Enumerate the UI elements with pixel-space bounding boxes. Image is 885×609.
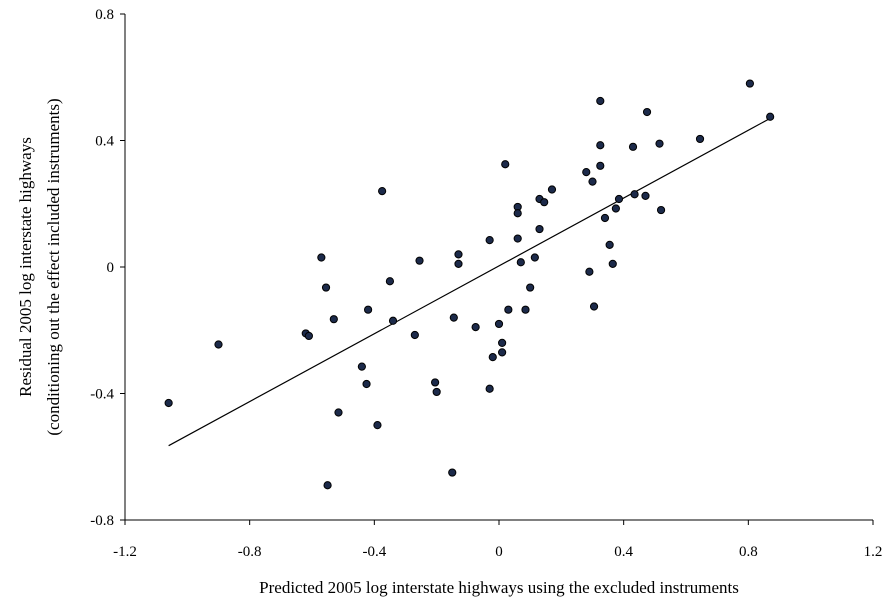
scatter-point	[388, 316, 398, 325]
scatter-point	[588, 177, 597, 186]
scatter-point	[504, 305, 513, 314]
axes	[120, 13, 874, 525]
scatter-point	[642, 107, 652, 117]
scatter-point	[611, 204, 620, 213]
scatter-point	[334, 408, 343, 417]
y-tick-label: 0	[107, 260, 115, 276]
y-axis-title: Residual 2005 log interstate highways (c…	[16, 98, 63, 435]
scatter-point	[745, 79, 754, 88]
scatter-point	[656, 205, 666, 215]
scatter-point	[582, 168, 591, 177]
scatter-point	[596, 161, 605, 170]
scatter-point	[449, 313, 458, 322]
x-tick-label: 0	[495, 544, 503, 560]
scatter-point	[488, 353, 497, 362]
scatter-point	[521, 305, 530, 314]
scatter-point	[329, 315, 338, 324]
scatter-point	[589, 302, 599, 311]
scatter-point	[530, 253, 539, 262]
scatter-point	[357, 362, 366, 371]
scatter-point	[516, 258, 525, 267]
scatter-point	[630, 190, 639, 199]
x-tick-label: -0.8	[238, 544, 262, 560]
scatter-point	[454, 259, 463, 268]
scatter-point	[600, 213, 610, 223]
scatter-point	[362, 379, 371, 389]
scatter-point	[471, 322, 480, 332]
scatter-point	[526, 283, 535, 292]
scatter-point	[513, 234, 522, 243]
scatter-point	[378, 187, 387, 196]
y-tick-labels: -0.8 -0.4 0 0.4 0.8	[90, 7, 114, 529]
points-layer	[164, 79, 775, 490]
scatter-point	[498, 338, 507, 347]
scatter-point	[321, 283, 331, 292]
x-tick-label: -0.4	[362, 544, 386, 560]
scatter-point	[498, 348, 507, 357]
y-tick-label: -0.8	[90, 513, 114, 529]
x-tick-label: 0.4	[614, 544, 633, 560]
y-tick-label: 0.4	[95, 134, 114, 150]
scatter-point	[596, 141, 605, 150]
scatter-point	[485, 384, 494, 393]
scatter-point	[364, 305, 373, 314]
scatter-point	[614, 194, 624, 204]
scatter-point	[535, 224, 544, 234]
scatter-point	[373, 421, 382, 430]
scatter-point	[501, 160, 510, 169]
scatter-point	[695, 134, 705, 144]
scatter-point	[605, 240, 614, 249]
scatter-point	[448, 468, 457, 477]
y-tick-label: -0.4	[90, 387, 114, 403]
scatter-point	[385, 277, 395, 286]
scatter-point	[304, 331, 313, 341]
trend-line-layer	[168, 117, 771, 447]
scatter-point	[415, 256, 424, 265]
y-axis-title-line-1: Residual 2005 log interstate highways	[16, 137, 35, 397]
scatter-point	[585, 267, 594, 276]
scatter-point	[494, 319, 504, 329]
y-tick-label: 0.8	[95, 7, 114, 23]
fitted-regression-line	[168, 117, 771, 447]
scatter-point	[608, 259, 617, 268]
scatter-point	[323, 481, 332, 490]
scatter-point	[655, 139, 664, 148]
scatter-point	[766, 112, 775, 121]
scatter-point	[540, 198, 549, 207]
scatter-point	[431, 378, 440, 387]
x-tick-label: -1.2	[113, 544, 137, 560]
scatter-point	[513, 209, 522, 218]
scatter-point	[432, 387, 441, 397]
scatter-point	[628, 142, 638, 151]
y-axis-title-line-2: (conditioning out the effect included in…	[44, 98, 63, 435]
scatter-point	[454, 250, 463, 259]
scatter-point	[547, 185, 557, 194]
x-tick-label: 0.8	[739, 544, 758, 560]
scatter-point	[485, 236, 494, 245]
scatter-point	[410, 330, 419, 340]
x-axis-title: Predicted 2005 log interstate highways u…	[259, 578, 739, 597]
scatter-point	[317, 253, 326, 262]
scatter-point	[214, 340, 223, 349]
x-tick-label: 1.2	[864, 544, 883, 560]
x-tick-labels: -1.2 -0.8 -0.4 0 0.4 0.8 1.2	[113, 544, 882, 560]
scatter-point	[641, 191, 650, 200]
scatter-point	[596, 96, 605, 106]
scatter-point	[164, 398, 173, 408]
